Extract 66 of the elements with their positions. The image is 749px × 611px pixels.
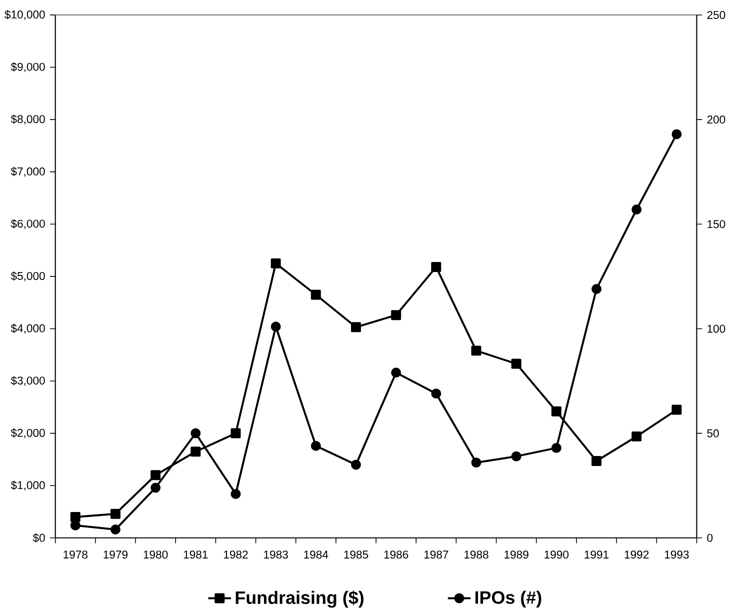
point [350, 460, 361, 470]
point [190, 428, 201, 438]
point [672, 129, 682, 140]
x-tick-label: 1989 [504, 550, 528, 558]
y-tick-label: $5,000 [10, 271, 45, 282]
point [672, 404, 682, 415]
point [591, 456, 602, 466]
legend-label: Fundraising ($) [236, 590, 364, 608]
point [150, 482, 161, 493]
x-tick-label: 1988 [464, 550, 488, 558]
y-tick-label: $10,000 [4, 10, 45, 20]
y-tick-label: $2,000 [10, 428, 45, 438]
point [431, 388, 442, 398]
x-tick-label: 1986 [384, 550, 408, 558]
x-tick-label: 1984 [304, 550, 328, 558]
y2-tick-label: 0 [707, 534, 713, 542]
y2-tick-label: 200 [707, 115, 726, 124]
y-tick-label: $1,000 [10, 480, 45, 490]
x-tick-label: 1992 [624, 550, 649, 558]
point [190, 446, 201, 456]
y2-tick-label: 50 [707, 429, 719, 438]
x-tick-label: 1987 [424, 550, 448, 558]
legend-label: IPOs (#) [475, 590, 542, 608]
point [632, 204, 642, 214]
point [270, 322, 281, 332]
point [471, 458, 482, 468]
x-tick-label: 1983 [264, 550, 288, 558]
point [270, 258, 281, 268]
y2-tick-label: 100 [708, 324, 726, 333]
point [110, 524, 120, 534]
point [310, 440, 321, 451]
point [551, 406, 562, 416]
x-tick-label: 1981 [184, 550, 208, 558]
x-tick-label: 1982 [224, 550, 248, 558]
y-tick-label: $7,000 [10, 166, 45, 177]
point [551, 442, 562, 453]
point [230, 428, 241, 438]
point [350, 322, 361, 332]
y-tick-label: $4,000 [10, 324, 45, 334]
x-tick-label: 1991 [584, 550, 609, 558]
x-tick-label: 1985 [344, 550, 368, 558]
x-tick-label: 1990 [544, 550, 569, 558]
x-tick-label: 1993 [664, 550, 689, 558]
y-tick-label: $6,000 [10, 219, 45, 229]
x-tick-label: 1979 [104, 550, 128, 558]
y2-tick-label: 250 [707, 10, 726, 19]
point [230, 488, 241, 499]
x-tick-label: 1978 [64, 550, 88, 558]
point [110, 508, 120, 519]
y-tick-label: $8,000 [10, 114, 45, 124]
y-tick-label: $3,000 [10, 376, 45, 386]
y-tick-label: $0 [32, 533, 45, 542]
y2-tick-label: 150 [708, 220, 726, 228]
point [511, 451, 522, 462]
point [591, 284, 602, 294]
point [431, 262, 442, 272]
point [511, 358, 522, 369]
point [150, 470, 161, 480]
y-tick-label: $9,000 [10, 62, 45, 72]
point [70, 512, 80, 522]
point [391, 310, 402, 320]
point [632, 431, 642, 442]
point [471, 346, 482, 356]
point [310, 290, 321, 300]
point [391, 368, 402, 378]
x-tick-label: 1980 [144, 550, 168, 558]
